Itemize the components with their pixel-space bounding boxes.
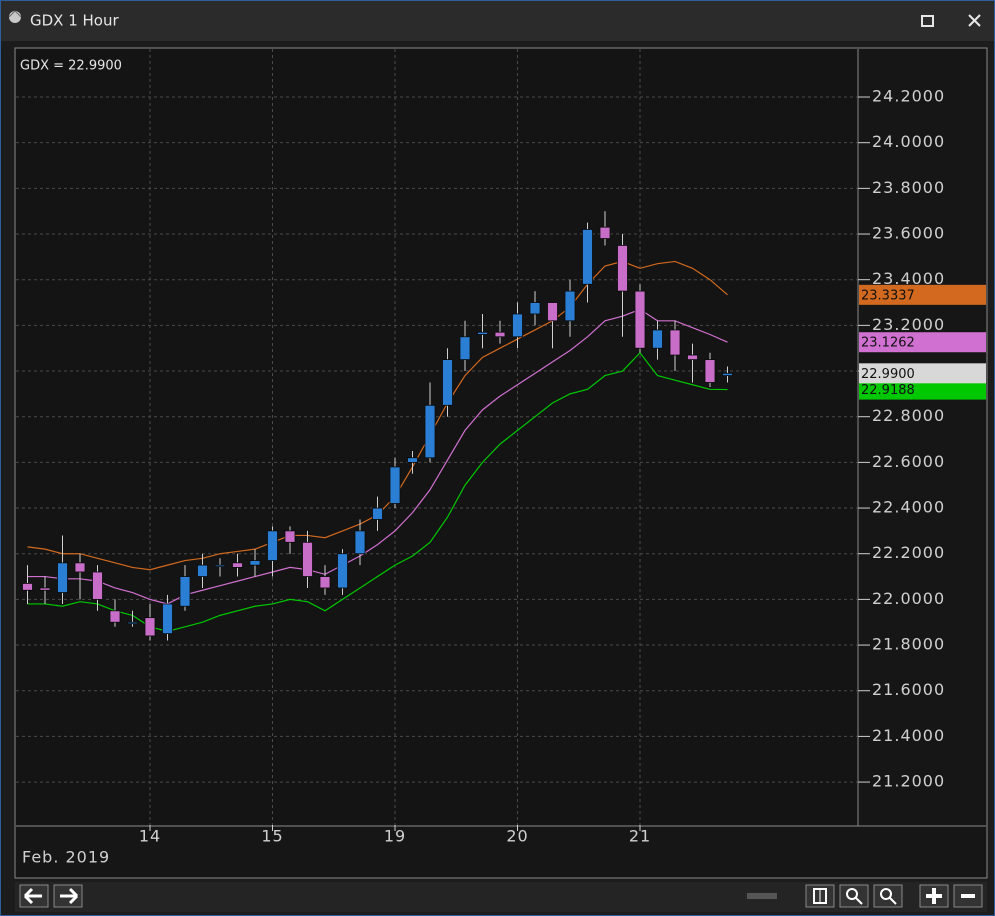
candle-body	[232, 562, 243, 568]
candle-body	[669, 329, 681, 356]
candle-body	[57, 562, 68, 593]
candle-body	[652, 329, 663, 349]
close-button[interactable]	[968, 14, 981, 27]
last-value-label: 23.1262	[861, 336, 915, 351]
candle-body	[372, 507, 383, 520]
candle-body	[459, 336, 471, 361]
last-value-tag	[859, 284, 986, 305]
candle-body	[529, 302, 541, 315]
last-value-tag	[859, 332, 986, 353]
candle-body	[354, 530, 366, 555]
y-tick-label: 23.6000	[872, 224, 945, 243]
candle-body	[512, 313, 523, 338]
last-value-label: 22.9900	[861, 367, 915, 382]
x-tick-label: 15	[261, 827, 283, 846]
candle-body	[424, 404, 436, 459]
candle-body	[284, 530, 296, 543]
candle-body	[442, 359, 453, 406]
y-tick-label: 22.0000	[872, 589, 945, 608]
scroll-thumb[interactable]	[747, 893, 777, 899]
y-tick-label: 22.6000	[872, 452, 945, 471]
x-tick-label: 20	[506, 827, 528, 846]
candle-body	[249, 560, 261, 566]
quote-label: GDX = 22.9900	[20, 59, 122, 74]
y-tick-label: 21.6000	[872, 680, 945, 699]
last-value-label: 23.3337	[861, 288, 915, 303]
y-tick-label: 21.8000	[872, 635, 945, 654]
candle-body	[582, 229, 593, 285]
candle-body	[197, 564, 208, 577]
remove-button[interactable]	[953, 884, 983, 908]
candle-body	[267, 530, 278, 561]
candle-body	[302, 541, 313, 577]
candle-body	[564, 290, 576, 322]
add-button[interactable]	[919, 884, 949, 908]
candle-body	[407, 457, 418, 463]
candle-body	[109, 610, 121, 623]
y-tick-label: 24.0000	[872, 132, 945, 151]
y-tick-label: 24.2000	[872, 87, 945, 106]
candle-body	[127, 621, 138, 625]
scroll-right-button[interactable]	[53, 884, 83, 908]
y-tick-label: 22.8000	[872, 406, 945, 425]
last-value-tag	[859, 363, 986, 384]
candle-body	[599, 226, 611, 239]
last-value-tag	[859, 379, 986, 400]
scroll-left-button[interactable]	[19, 884, 49, 908]
candle-body	[337, 553, 348, 589]
candle-body	[22, 583, 33, 591]
candle-body	[92, 571, 103, 600]
app-icon	[8, 10, 22, 23]
y-tick-label: 22.2000	[872, 543, 945, 562]
fit-button[interactable]	[805, 884, 835, 908]
y-tick-label: 23.2000	[872, 315, 945, 334]
x-tick-label: 19	[384, 827, 406, 846]
maximize-button[interactable]	[921, 15, 934, 27]
x-tick-label: 21	[629, 827, 651, 846]
candle-body	[704, 359, 716, 383]
candle-body	[477, 331, 488, 335]
candle-body	[617, 245, 628, 292]
candle-body	[162, 603, 173, 635]
candle-body	[144, 617, 156, 637]
candle-body	[214, 564, 226, 568]
window-title: GDX 1 Hour	[30, 12, 119, 30]
y-tick-label: 23.4000	[872, 269, 945, 288]
zoom-out-button[interactable]	[873, 884, 903, 908]
y-tick-label: 23.8000	[872, 178, 945, 197]
y-tick-label: 21.2000	[872, 772, 945, 791]
y-tick-label: 22.4000	[872, 498, 945, 517]
date-label: Feb. 2019	[22, 848, 110, 867]
y-tick-label: 21.4000	[872, 726, 945, 745]
band-line	[27, 351, 728, 632]
candle-body	[687, 354, 698, 361]
last-value-label: 22.9188	[861, 383, 915, 398]
candle-body	[389, 466, 401, 504]
candle-body	[547, 302, 558, 322]
plot-area	[16, 49, 858, 825]
band-line	[27, 308, 728, 605]
candle-body	[634, 290, 646, 349]
candle-body	[722, 372, 733, 377]
candle-body	[74, 562, 86, 573]
title-bar	[1, 1, 994, 41]
candle-body	[319, 576, 331, 589]
zoom-in-button[interactable]	[839, 884, 869, 908]
candle-body	[179, 576, 191, 607]
candle-body	[494, 331, 506, 338]
x-tick-label: 14	[139, 827, 161, 846]
candle-body	[39, 587, 51, 591]
